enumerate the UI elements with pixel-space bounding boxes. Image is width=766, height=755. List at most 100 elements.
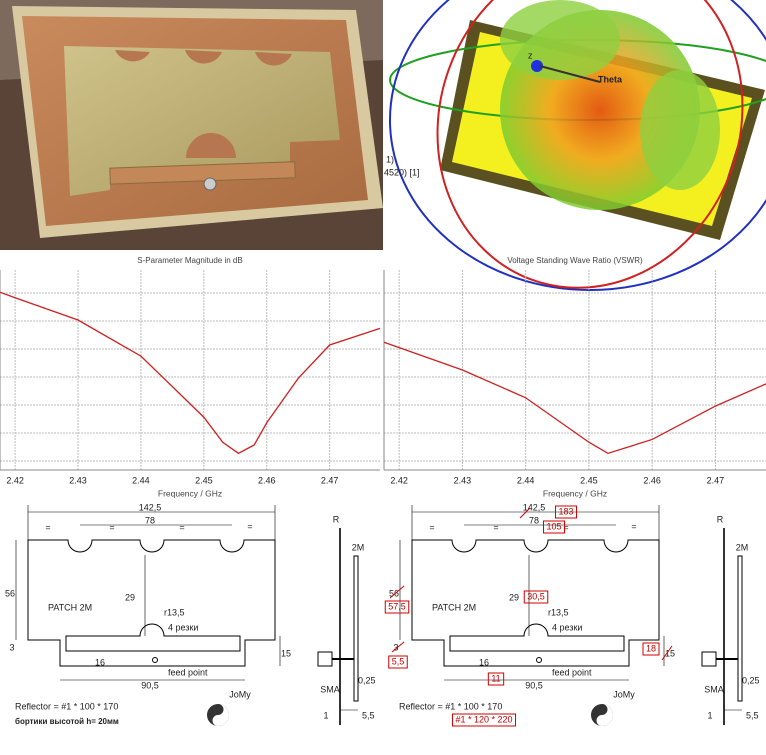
drawing-label: = [45,522,50,532]
red-box [451,713,517,727]
drawing-label: 15 [281,648,291,658]
curve [0,291,381,455]
x-tick-label: 2.46 [258,475,276,485]
drawing-label: 2M [352,542,365,552]
drawing-label: Reflector = #1 * 100 * 170 [15,701,118,711]
red-note: 5,5 [392,656,405,666]
drawing-label: 78 [145,515,155,525]
patch-outline [411,539,660,667]
drawing-label: 5,5 [746,710,759,720]
red-box [384,600,410,614]
x-tick-label: 2.46 [643,475,661,485]
red-box [487,672,505,686]
drawing-label: = [563,522,568,532]
drawing-label: бортики высотой h= 20мм [15,717,119,726]
drawing-label: 142,5 [139,502,162,512]
charts: S-Parameter Magnitude in dB 2.42 2.43 2.44 2… [0,256,766,498]
x-tick-label: 2.42 [390,475,408,485]
drawing-label: 142,5 [523,502,546,512]
drawing-label: = [429,522,434,532]
drawing-label: r13,5 [548,607,569,617]
drawing-label: = [179,522,184,532]
red-box [523,590,549,604]
drawing-label: 56 [5,588,15,598]
drawing-label: r13,5 [164,607,185,617]
x-tick-label: 2.44 [132,475,150,485]
drawing-label: 29 [125,592,135,602]
drawing-label: JoMy [613,689,635,699]
red-strike [389,585,405,599]
patch-outline [27,539,276,667]
red-box [542,520,566,534]
drawing-label: 2M [736,542,749,552]
x-tick-label: 2.47 [321,475,339,485]
render-label: 4520) [1] [384,167,420,177]
drawing-label: R [717,514,724,524]
sma [701,651,717,667]
drawing-label: 0,25 [358,675,376,685]
x-tick-label: 2.42 [6,475,24,485]
drawing-label: feed point [168,667,208,677]
drawing-label: 3 [393,642,398,652]
radiator [737,555,743,702]
yin-yang-white [212,704,229,726]
drawing-label: 4 резки [168,622,198,632]
drawing-label: 5,5 [362,710,375,720]
red-note: #1 * 120 * 220 [455,714,512,724]
drawing-label: 16 [479,657,489,667]
red-box [388,655,408,669]
red-box [554,505,578,519]
feed-point [536,657,542,663]
x-tick-label: 2.45 [580,475,598,485]
drawing-label: PATCH 2M [48,602,92,612]
red-note: 183 [558,506,573,516]
drawing-label: = [247,521,252,531]
sma [317,651,333,667]
render-label: z [528,50,533,60]
feed-point [152,657,158,663]
photo-antenna [0,0,383,250]
red-note: 18 [646,643,656,653]
red-note: 57,5 [388,601,406,611]
drawing-label: JoMy [229,689,251,699]
red-note: 30,5 [527,591,545,601]
chart-title: S-Parameter Magnitude in dB [137,256,242,265]
x-tick-label: 2.43 [454,475,472,485]
render-label: 1) [386,154,394,164]
red-box [642,642,660,656]
drawing-label: = [109,522,114,532]
red-strike [661,645,673,661]
drawing-label: 56 [389,588,399,598]
yin-yang-white [596,704,613,726]
drawing-label: 0,25 [742,675,760,685]
photo-render: z Theta 1) 4520) [1] [384,0,766,291]
render-label: Theta [598,74,623,84]
radiator [353,555,359,702]
drawing-label: = [631,521,636,531]
drawing-label: SMA [704,684,724,694]
drawing-label: PATCH 2M [432,602,476,612]
drawing-label: 29 [509,592,519,602]
red-note: 105 [546,521,561,531]
drawing-label: R [333,514,340,524]
drawing-label: feed point [552,667,592,677]
red-strike [391,641,405,653]
feed-line [65,623,241,652]
red-strike [519,507,531,519]
drawing-label: 1 [707,710,712,720]
x-axis-label: Frequency / GHz [158,488,222,498]
x-tick-label: 2.43 [69,475,87,485]
drawing-label: 90,5 [141,680,159,690]
drawing-label: Reflector = #1 * 100 * 170 [399,701,502,711]
drawing-label: 1 [323,710,328,720]
red-note: 11 [491,673,500,683]
x-tick-label: 2.44 [517,475,535,485]
drawing-label: 4 резки [552,622,582,632]
drawing-label: 3 [9,642,14,652]
curve [383,341,766,455]
drawing-label: 16 [95,657,105,667]
